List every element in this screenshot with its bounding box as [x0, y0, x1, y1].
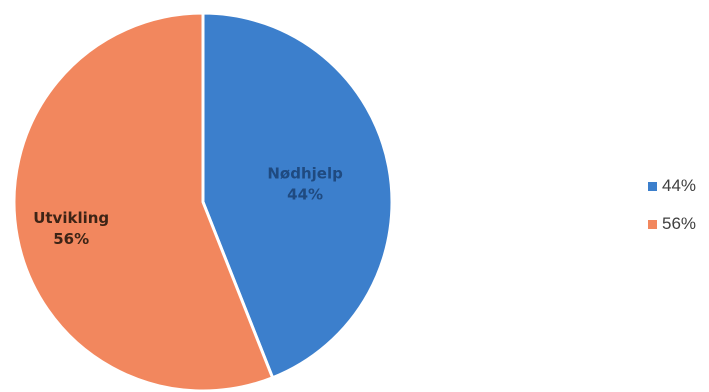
legend-swatch-utvikling — [648, 219, 657, 229]
legend: 44% 56% — [648, 176, 696, 234]
pie-slice-nodhjelp — [201, 11, 394, 380]
legend-item-nodhjelp: 44% — [648, 176, 696, 196]
legend-item-utvikling: 56% — [648, 214, 696, 234]
pie-slices — [12, 11, 394, 392]
pie-slice-utvikling — [12, 11, 275, 392]
slice-name-nodhjelp: Nødhjelp — [267, 165, 343, 183]
slice-value-utvikling: 56% — [53, 230, 89, 248]
slice-name-utvikling: Utvikling — [33, 209, 109, 227]
legend-swatch-nodhjelp — [648, 181, 657, 191]
legend-label-utvikling: 56% — [662, 214, 697, 233]
slice-value-nodhjelp: 44% — [287, 186, 323, 204]
legend-label-nodhjelp: 44% — [662, 176, 697, 195]
pie-labels: Nødhjelp 44% Utvikling 56% — [33, 165, 343, 249]
